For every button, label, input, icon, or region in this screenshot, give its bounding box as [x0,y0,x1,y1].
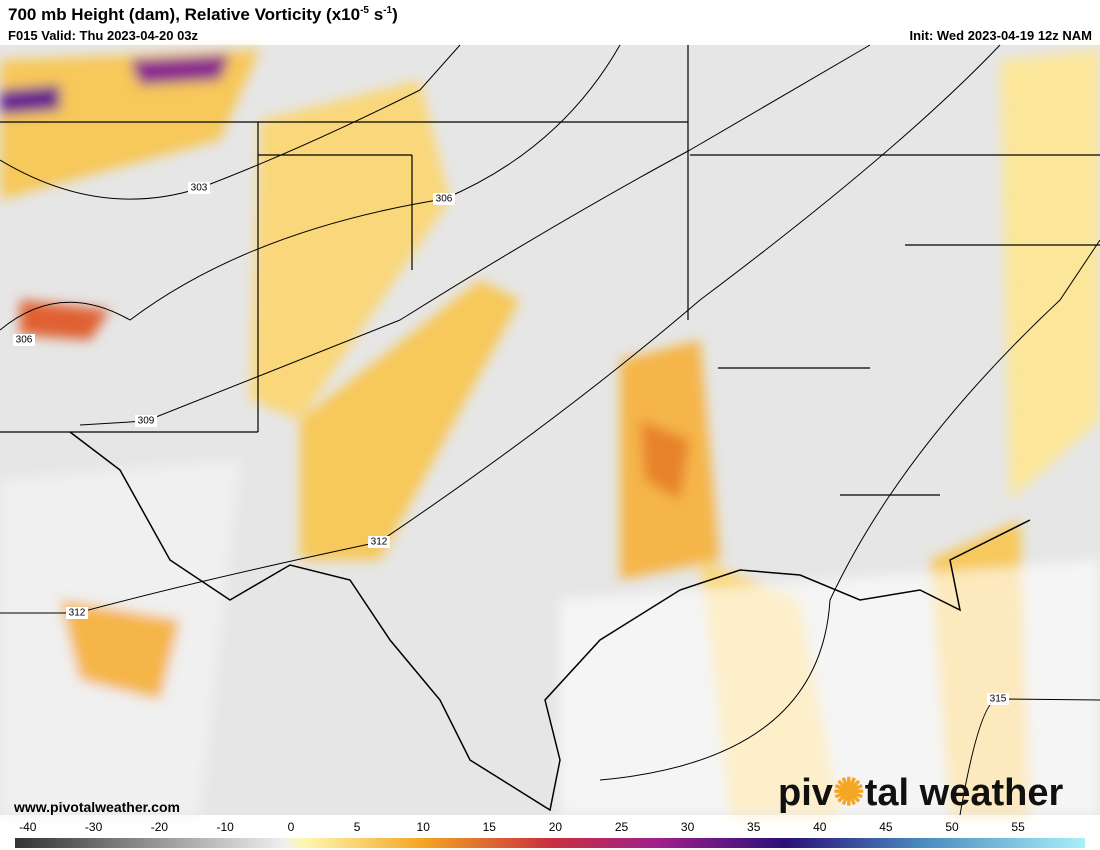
colorbar-tick-label: 35 [747,820,761,834]
colorbar-tick-label: -30 [85,820,103,834]
contour-label-bg [13,334,35,346]
contour-label: 312 [69,608,86,619]
colorbar-tick-label: 5 [354,820,361,834]
url: www.pivotalweather.com [13,799,180,815]
colorbar-tick-label: 30 [681,820,695,834]
colorbar-tick-label: 20 [549,820,563,834]
colorbar-tick-label: 45 [879,820,893,834]
vorticity-field [0,50,1100,815]
contour-label: 315 [990,694,1007,705]
coastline-border [69,431,1031,812]
contour-label-bg [135,415,157,427]
colorbar-tick-label: -20 [151,820,169,834]
colorbar [15,838,1085,848]
title: 700 mb Height (dam), Relative Vorticity … [8,5,398,24]
contour-label: 312 [371,537,388,548]
colorbar-tick-label: -10 [217,820,235,834]
colorbar-tick-label: 50 [945,820,959,834]
contour-label-bg [66,607,88,619]
contour-label: 306 [16,335,33,346]
colorbar-tick-label: 55 [1011,820,1025,834]
contour-label-bg [433,193,455,205]
contour-label: 309 [138,416,155,427]
contour-label-bg [368,536,390,548]
contour-label-bg [987,693,1009,705]
colorbar-tick-label: 15 [483,820,497,834]
colorbar-tick-label: 25 [615,820,629,834]
init-time: Init: Wed 2023-04-19 12z NAM [909,28,1092,43]
colorbar-tick-label: 0 [288,820,295,834]
colorbar-tick-label: 40 [813,820,827,834]
colorbar-tick-label: 10 [417,820,431,834]
map: 303 306 306 309 312 312 315 [0,44,1100,816]
colorbar-tick-label: -40 [19,820,37,834]
contour-label: 303 [191,183,208,194]
contour-label-bg [188,182,210,194]
contour-label: 306 [436,194,453,205]
logo: piv✺tal weather [778,772,1063,814]
valid-time: F015 Valid: Thu 2023-04-20 03z [8,28,199,43]
